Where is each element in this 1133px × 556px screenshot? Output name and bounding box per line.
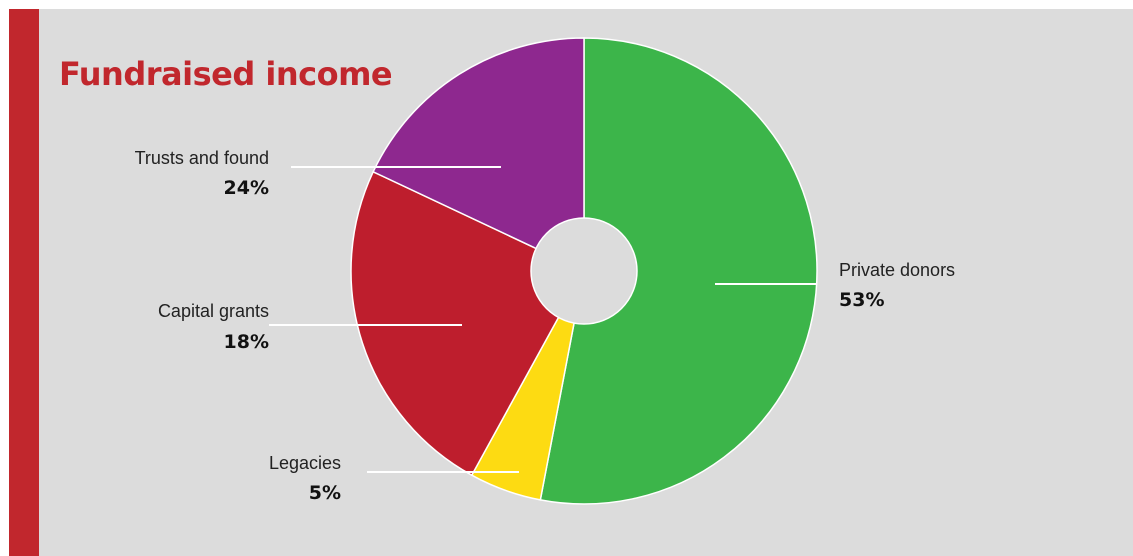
accent-bar bbox=[9, 9, 39, 556]
label-trusts-and-found: Trusts and found bbox=[135, 148, 269, 168]
slice-private-donors bbox=[539, 37, 818, 505]
chart-card: Fundraised income Private donors 53% Legac… bbox=[9, 9, 1133, 556]
donut-chart: Private donors 53% Legacies 5% Capital grant… bbox=[135, 37, 955, 505]
value-label-capital-grants: 18% bbox=[224, 331, 269, 353]
chart-title: Fundraised income bbox=[59, 55, 393, 93]
slice-trusts-and-found bbox=[372, 37, 585, 273]
donut-hole bbox=[530, 217, 638, 325]
slice-capital-grants bbox=[350, 170, 586, 477]
label-private-donors: Private donors bbox=[839, 260, 955, 280]
label-legacies: Legacies bbox=[269, 453, 341, 473]
value-label-legacies: 5% bbox=[309, 482, 341, 504]
value-label-private-donors: 53% bbox=[839, 289, 884, 311]
label-capital-grants: Capital grants bbox=[158, 301, 269, 321]
value-label-trusts-and-found: 24% bbox=[224, 177, 269, 199]
